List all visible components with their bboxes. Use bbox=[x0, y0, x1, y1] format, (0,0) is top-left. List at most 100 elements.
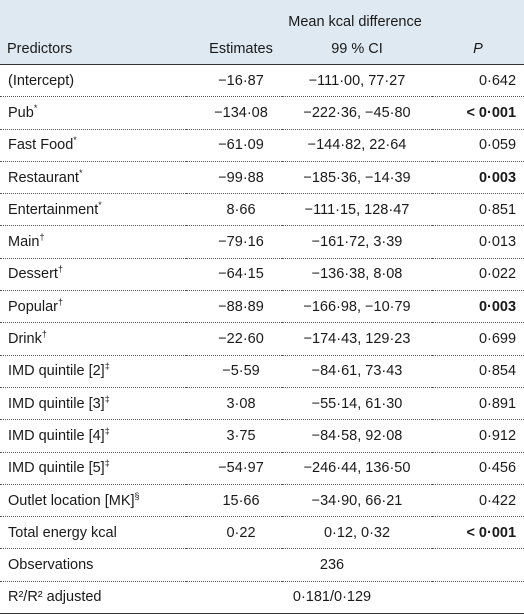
p-value-cell: < 0·001 bbox=[432, 96, 524, 130]
p-value-cell: 0·642 bbox=[432, 64, 524, 98]
table-row: IMD quintile [2]‡ −5·59 −84·61, 73·43 0·854 bbox=[0, 355, 524, 388]
ci-cell: −185·36, −14·39 bbox=[282, 161, 432, 195]
estimate-cell: 0·22 bbox=[186, 516, 282, 550]
estimate-cell: 15·66 bbox=[186, 484, 282, 518]
column-header-ci: 99 % CI bbox=[282, 34, 432, 65]
predictor-cell: IMD quintile [2]‡ bbox=[0, 355, 186, 388]
p-value-cell: < 0·001 bbox=[432, 516, 524, 550]
predictor-cell: IMD quintile [3]‡ bbox=[0, 387, 186, 421]
predictor-cell: Main† bbox=[0, 225, 186, 259]
estimate-cell: −88·89 bbox=[186, 290, 282, 324]
table-row: Popular† −88·89 −166·98, −10·79 0·003 bbox=[0, 290, 524, 324]
table-row: IMD quintile [4]‡ 3·75 −84·58, 92·08 0·912 bbox=[0, 419, 524, 453]
table-header: Mean kcal difference Predictors Estimate… bbox=[0, 0, 524, 65]
predictor-cell: Fast Food* bbox=[0, 129, 186, 162]
predictor-label: Drink bbox=[8, 331, 42, 348]
p-value-cell: 0·699 bbox=[432, 322, 524, 356]
predictor-cell: Outlet location [MK]§ bbox=[0, 484, 186, 518]
group-header-label: Mean kcal difference bbox=[288, 14, 422, 30]
p-value-cell: 0·854 bbox=[432, 355, 524, 388]
column-header-estimates: Estimates bbox=[186, 34, 282, 65]
predictor-label: IMD quintile [5] bbox=[8, 460, 105, 477]
table-row: Drink† −22·60 −174·43, 129·23 0·699 bbox=[0, 322, 524, 356]
estimate-cell: −64·15 bbox=[186, 258, 282, 292]
ci-cell: −136·38, 8·08 bbox=[282, 258, 432, 292]
predictor-cell: Popular† bbox=[0, 290, 186, 324]
summary-label: Observations bbox=[0, 548, 186, 582]
predictor-label: IMD quintile [3] bbox=[8, 395, 105, 412]
footnote-marker: ‡ bbox=[104, 426, 110, 437]
predictor-cell: Dessert† bbox=[0, 258, 186, 292]
predictor-cell: Drink† bbox=[0, 322, 186, 356]
predictor-cell: Total energy kcal bbox=[0, 516, 186, 550]
predictor-cell: IMD quintile [5]‡ bbox=[0, 452, 186, 485]
estimate-cell: −16·87 bbox=[186, 64, 282, 98]
table-row: Outlet location [MK]§ 15·66 −34·90, 66·21 0… bbox=[0, 484, 524, 518]
footnote-marker: ‡ bbox=[104, 361, 110, 372]
footnote-marker: * bbox=[73, 135, 77, 146]
table-row: Fast Food* −61·09 −144·82, 22·64 0·059 bbox=[0, 129, 524, 162]
footnote-marker: § bbox=[134, 490, 140, 501]
p-value-cell: 0·003 bbox=[432, 290, 524, 324]
column-header-p: P bbox=[432, 34, 524, 65]
predictor-label: Fast Food bbox=[8, 137, 74, 154]
summary-label: R²/R² adjusted bbox=[0, 581, 186, 614]
predictor-cell: Entertainment* bbox=[0, 193, 186, 227]
predictor-label: Dessert bbox=[8, 266, 58, 283]
p-value-cell: 0·003 bbox=[432, 161, 524, 195]
ci-cell: −84·61, 73·43 bbox=[282, 355, 432, 388]
p-value-cell: 0·851 bbox=[432, 193, 524, 227]
predictor-cell: IMD quintile [4]‡ bbox=[0, 419, 186, 453]
table-row: Main† −79·16 −161·72, 3·39 0·013 bbox=[0, 225, 524, 259]
ci-cell: −111·15, 128·47 bbox=[282, 193, 432, 227]
p-value-cell: 0·022 bbox=[432, 258, 524, 292]
column-header-predictors: Predictors bbox=[0, 34, 186, 65]
estimate-cell: −61·09 bbox=[186, 129, 282, 162]
estimate-cell: 8·66 bbox=[186, 193, 282, 227]
estimate-cell: −134·08 bbox=[186, 96, 282, 130]
p-value-cell: 0·422 bbox=[432, 484, 524, 518]
footnote-marker: * bbox=[78, 167, 83, 178]
ci-cell: −55·14, 61·30 bbox=[282, 387, 432, 421]
predictor-label: Restaurant bbox=[8, 169, 79, 186]
ci-cell: −161·72, 3·39 bbox=[282, 225, 432, 259]
p-value-cell: 0·456 bbox=[432, 452, 524, 485]
predictor-label: Entertainment bbox=[8, 201, 99, 218]
footnote-marker: * bbox=[98, 200, 102, 210]
predictor-label: Pub bbox=[8, 104, 34, 121]
p-value-cell: 0·912 bbox=[432, 419, 524, 453]
summary-row: R²/R² adjusted 0·181/0·129 bbox=[0, 581, 524, 614]
p-value-cell: 0·891 bbox=[432, 387, 524, 421]
table-row: Total energy kcal 0·22 0·12, 0·32 < 0·001 bbox=[0, 516, 524, 550]
estimate-cell: −22·60 bbox=[186, 322, 282, 356]
footnote-marker: ‡ bbox=[104, 458, 110, 469]
ci-cell: −111·00, 77·27 bbox=[282, 64, 432, 98]
ci-cell: −166·98, −10·79 bbox=[282, 290, 432, 324]
table-row: IMD quintile [5]‡ −54·97 −246·44, 136·50 0·… bbox=[0, 452, 524, 485]
ci-cell: −222·36, −45·80 bbox=[282, 96, 432, 130]
ci-cell: −34·90, 66·21 bbox=[282, 484, 432, 518]
ci-cell: 0·12, 0·32 bbox=[282, 516, 432, 550]
ci-cell: −174·43, 129·23 bbox=[282, 322, 432, 356]
summary-row: Observations 236 bbox=[0, 548, 524, 582]
predictor-label: IMD quintile [2] bbox=[8, 363, 105, 380]
estimate-cell: 3·08 bbox=[186, 387, 282, 421]
estimate-cell: −5·59 bbox=[186, 355, 282, 388]
table-row: Dessert† −64·15 −136·38, 8·08 0·022 bbox=[0, 258, 524, 292]
table-body: (Intercept) −16·87 −111·00, 77·27 0·642 Pub *… bbox=[0, 64, 524, 614]
predictor-label: Popular bbox=[8, 298, 58, 315]
summary-value: 236 bbox=[186, 548, 524, 582]
predictor-cell: (Intercept) bbox=[0, 64, 186, 98]
table-row: Restaurant* −99·88 −185·36, −14·39 0·003 bbox=[0, 161, 524, 195]
footnote-marker: † bbox=[57, 296, 63, 307]
ci-cell: −84·58, 92·08 bbox=[282, 419, 432, 453]
ci-cell: −144·82, 22·64 bbox=[282, 129, 432, 162]
estimate-cell: −54·97 bbox=[186, 452, 282, 485]
table-row: IMD quintile [3]‡ 3·08 −55·14, 61·30 0·891 bbox=[0, 387, 524, 421]
estimate-cell: −99·88 bbox=[186, 161, 282, 195]
predictor-label: Outlet location [MK] bbox=[8, 492, 135, 509]
predictor-label: Main bbox=[8, 234, 40, 251]
predictor-label: (Intercept) bbox=[8, 72, 75, 89]
